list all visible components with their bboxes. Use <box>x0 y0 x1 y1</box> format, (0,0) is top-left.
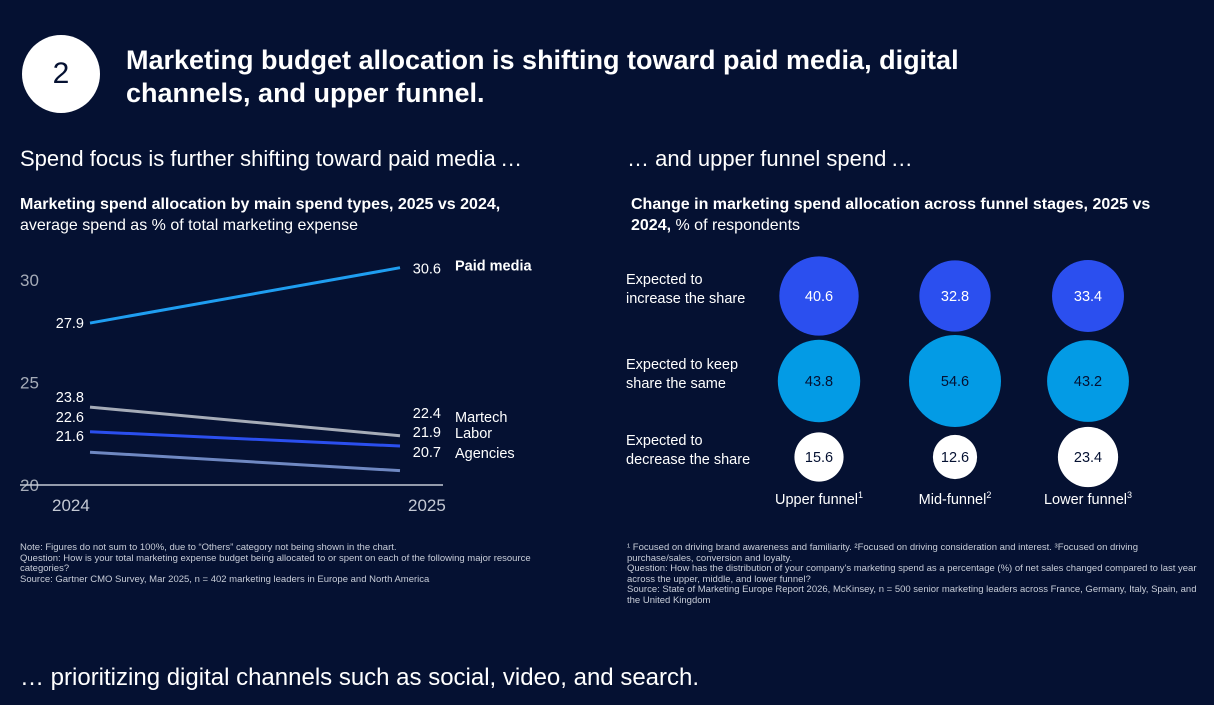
bubble-value-label: 23.4 <box>1074 450 1102 466</box>
section-number-badge: 2 <box>22 35 100 113</box>
bubble-chart-title-bold: Change in marketing spend allocation acr… <box>631 196 1151 234</box>
left-note: Note: Figures do not sum to 100%, due to… <box>20 542 397 553</box>
row-label-line: Expected to keep <box>626 357 738 373</box>
bubble <box>794 432 844 482</box>
bubble-value-label: 43.8 <box>805 374 833 390</box>
series-name-label: Martech <box>455 410 507 426</box>
y-tick-label: 30 <box>20 271 39 290</box>
column-label: Lower funnel3 <box>1044 490 1132 508</box>
left-notes: Note: Figures do not sum to 100%, due to… <box>20 542 580 585</box>
series-line-paid-media <box>89 266 401 325</box>
row-label-line: Expected to <box>626 272 703 288</box>
row-label-line: Expected to <box>626 433 703 449</box>
series-line-martech <box>89 405 401 438</box>
bubble-row: Expected to decrease the share 15.6 12.6 23.… <box>626 426 1119 488</box>
bubble-value-label: 12.6 <box>941 450 969 466</box>
series-name-label: Paid media <box>455 259 532 275</box>
x-tick-label: 2025 <box>408 496 446 515</box>
right-source: Source: State of Marketing Europe Report… <box>627 584 1197 606</box>
bubble-value-label: 54.6 <box>941 374 969 390</box>
column-label-text: Lower funnel <box>1044 492 1127 508</box>
bubble <box>1057 426 1119 488</box>
bubble-row: Expected to increase the share 40.6 32.8 33.… <box>626 256 1124 336</box>
bubble-chart-title: Change in marketing spend allocation acr… <box>631 194 1191 236</box>
end-value-label: 20.7 <box>413 445 441 461</box>
start-value-label: 23.8 <box>56 390 84 406</box>
column-footnote-marker: 1 <box>858 490 863 500</box>
bubble-chart-title-rest: % of respondents <box>671 217 801 234</box>
series-line-labor <box>89 430 401 448</box>
start-value-label: 22.6 <box>56 410 84 426</box>
left-subhead: Spend focus is further shifting toward p… <box>20 146 523 171</box>
column-footnote-marker: 3 <box>1127 490 1132 500</box>
bubble-value-label: 33.4 <box>1074 289 1102 305</box>
right-subhead: … and upper funnel spend … <box>627 146 913 171</box>
end-value-label: 22.4 <box>413 406 441 422</box>
bottom-teaser: … prioritizing digital channels such as … <box>20 664 700 691</box>
bubble-value-label: 40.6 <box>805 289 833 305</box>
line-chart-title: Marketing spend allocation by main spend… <box>20 194 580 236</box>
bubble <box>919 260 991 332</box>
bubble-value-label: 43.2 <box>1074 374 1102 390</box>
left-source: Source: Gartner CMO Survey, Mar 2025, n … <box>20 573 430 585</box>
left-question: Question: How is your total marketing ex… <box>20 552 531 574</box>
row-label-line: share the same <box>626 376 726 392</box>
y-tick-label: 25 <box>20 374 39 393</box>
bubble <box>909 335 1001 427</box>
column-footnote-marker: 2 <box>986 490 991 500</box>
start-value-label: 27.9 <box>56 316 84 332</box>
line-chart-title-rest: average spend as % of total marketing ex… <box>20 217 358 234</box>
bubble-value-label: 15.6 <box>805 450 833 466</box>
column-label-text: Mid-funnel <box>919 492 987 508</box>
row-label-line: increase the share <box>626 291 745 307</box>
row-label-line: decrease the share <box>626 452 750 468</box>
series-name-label: Agencies <box>455 446 515 462</box>
bubble <box>932 434 978 480</box>
x-tick-label: 2024 <box>52 496 90 515</box>
end-value-label: 30.6 <box>413 262 441 278</box>
start-value-label: 21.6 <box>56 429 84 445</box>
right-notes: ¹ Focused on driving brand awareness and… <box>627 542 1207 606</box>
bubble <box>777 339 861 423</box>
bubble <box>1047 340 1129 422</box>
line-chart-title-bold: Marketing spend allocation by main spend… <box>20 196 501 213</box>
end-value-label: 21.9 <box>413 425 441 441</box>
column-label: Upper funnel1 <box>775 490 863 508</box>
column-label-text: Upper funnel <box>775 492 858 508</box>
series-name-label: Labor <box>455 426 492 442</box>
bubble <box>1052 260 1124 332</box>
bubble-value-label: 32.8 <box>941 289 969 305</box>
right-footnotes: ¹ Focused on driving brand awareness and… <box>627 542 1138 564</box>
bubble <box>779 256 859 336</box>
right-question: Question: How has the distribution of yo… <box>627 563 1197 585</box>
bubble-chart: Expected to increase the share 40.6 32.8 33.… <box>626 256 1132 508</box>
series-line-agencies <box>89 450 401 473</box>
page-headline: Marketing budget allocation is shifting … <box>126 45 959 108</box>
column-label: Mid-funnel2 <box>919 490 992 508</box>
bubble-row: Expected to keep share the same 43.8 54.6 43… <box>626 335 1129 427</box>
